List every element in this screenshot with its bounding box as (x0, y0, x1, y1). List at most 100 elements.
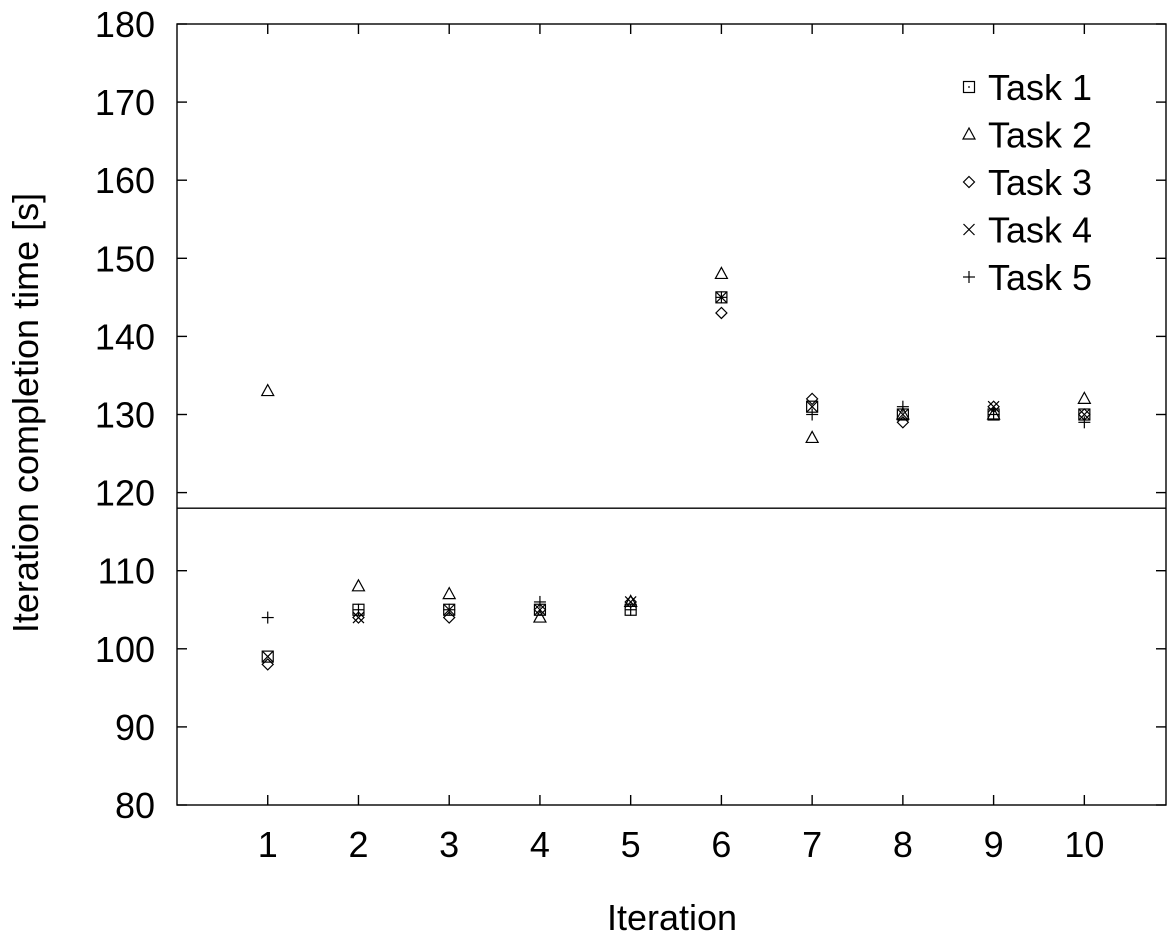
x-tick-label: 6 (711, 824, 731, 865)
diamond-marker (896, 415, 910, 429)
x-marker-stroke (261, 650, 274, 663)
y-tick-label: 120 (95, 473, 155, 514)
data-point-task-2 (895, 406, 910, 420)
triangle-marker (532, 609, 547, 623)
data-point-task-4 (534, 603, 546, 616)
x-tick-label: 5 (621, 824, 641, 865)
legend-label: Task 3 (988, 162, 1092, 203)
x-tick-label: 7 (802, 824, 822, 865)
legend-label: Task 4 (988, 210, 1092, 251)
y-tick-label: 100 (95, 629, 155, 670)
x-tick-label: 9 (984, 824, 1004, 865)
legend-marker (962, 80, 976, 94)
legend-marker (962, 175, 976, 189)
data-point-task-3 (261, 658, 275, 671)
y-axis-label: Iteration completion time [s] (5, 193, 46, 633)
data-point-task-2 (351, 578, 366, 592)
data-point-task-5 (533, 595, 546, 608)
triangle-marker (1077, 391, 1092, 404)
y-tick-label: 170 (95, 82, 155, 123)
triangle-marker (895, 406, 910, 420)
triangle-marker (805, 430, 820, 444)
data-point-task-3 (533, 603, 547, 617)
square-marker (962, 80, 976, 94)
legend-label: Task 1 (988, 67, 1092, 108)
x-marker-stroke (624, 596, 637, 608)
data-point-task-4 (1078, 408, 1091, 421)
plot-frame: 80 90 100 110 120 130 140 150 160 170 180 1 2 3 4 5 6 7 8 9… (95, 4, 1167, 865)
legend-marker (963, 271, 975, 283)
y-tick-label: 150 (95, 238, 155, 279)
data-point-task-4 (352, 611, 365, 624)
legend-label: Task 2 (988, 115, 1092, 156)
legend-item: Task 5 (963, 257, 1092, 298)
y-tick-label: 80 (115, 785, 155, 826)
x-marker-stroke (963, 223, 975, 236)
legend-label: Task 5 (988, 257, 1092, 298)
data-point-task-5 (1078, 416, 1091, 429)
y-tick-label: 90 (115, 707, 155, 748)
y-tick-label: 130 (95, 395, 155, 436)
data-point-task-2 (714, 266, 729, 280)
legend-marker (963, 223, 975, 236)
diamond-marker (715, 306, 728, 320)
triangle-marker (260, 383, 275, 397)
x-marker-stroke (1078, 408, 1091, 421)
diamond-marker (352, 611, 365, 624)
legend-marker (961, 126, 977, 140)
data-point-task-3 (896, 415, 910, 429)
data-point-task-2 (260, 383, 275, 397)
diamond-marker (533, 603, 547, 617)
legend: Task 1 Task 2 Task 3 Task 4 Task 5 (961, 67, 1092, 298)
data-point-task-5 (261, 611, 274, 624)
data-point-task-4 (806, 400, 819, 413)
triangle-marker (961, 126, 977, 140)
data-points (260, 266, 1092, 671)
data-point-task-5 (624, 603, 637, 616)
x-marker-stroke (534, 603, 546, 616)
data-point-task-5 (987, 408, 1000, 421)
square-center-dot (968, 86, 970, 88)
data-point-task-5 (352, 603, 365, 616)
triangle-marker (442, 586, 457, 600)
diamond-marker (962, 175, 976, 189)
legend-item: Task 4 (963, 210, 1092, 251)
triangle-marker (351, 578, 366, 592)
x-axis-label: Iteration (607, 897, 737, 938)
x-tick-label: 1 (258, 824, 278, 865)
diamond-marker (805, 392, 819, 406)
y-tick-label: 160 (95, 160, 155, 201)
legend-item: Task 1 (962, 67, 1092, 108)
diamond-marker (261, 658, 275, 671)
x-marker-stroke (987, 400, 1000, 413)
data-point-task-3 (805, 392, 819, 406)
x-tick-label: 2 (348, 824, 368, 865)
data-point-task-2 (442, 586, 457, 600)
data-point-task-4 (896, 408, 909, 421)
data-point-task-4 (624, 596, 637, 608)
x-marker-stroke (352, 611, 365, 624)
legend-item: Task 3 (962, 162, 1092, 203)
x-tick-label: 8 (893, 824, 913, 865)
x-marker-stroke (896, 408, 909, 421)
diamond-marker (442, 611, 456, 624)
data-point-task-4 (987, 400, 1000, 413)
x-tick-label: 3 (439, 824, 459, 865)
x-tick-label: 10 (1064, 824, 1104, 865)
triangle-marker (714, 266, 729, 280)
y-tick-label: 140 (95, 316, 155, 357)
data-point-task-2 (532, 609, 547, 623)
data-point-task-5 (896, 400, 909, 413)
data-point-task-2 (1077, 391, 1092, 404)
data-point-task-3 (715, 306, 728, 320)
data-point-task-4 (261, 650, 274, 663)
data-point-task-2 (805, 430, 820, 444)
data-point-task-5 (443, 603, 456, 616)
x-marker-stroke (806, 400, 819, 413)
data-point-task-5 (806, 408, 819, 421)
data-point-task-3 (442, 611, 456, 624)
x-tick-label: 4 (530, 824, 550, 865)
y-tick-label: 180 (95, 4, 155, 45)
square-marker (261, 650, 274, 663)
